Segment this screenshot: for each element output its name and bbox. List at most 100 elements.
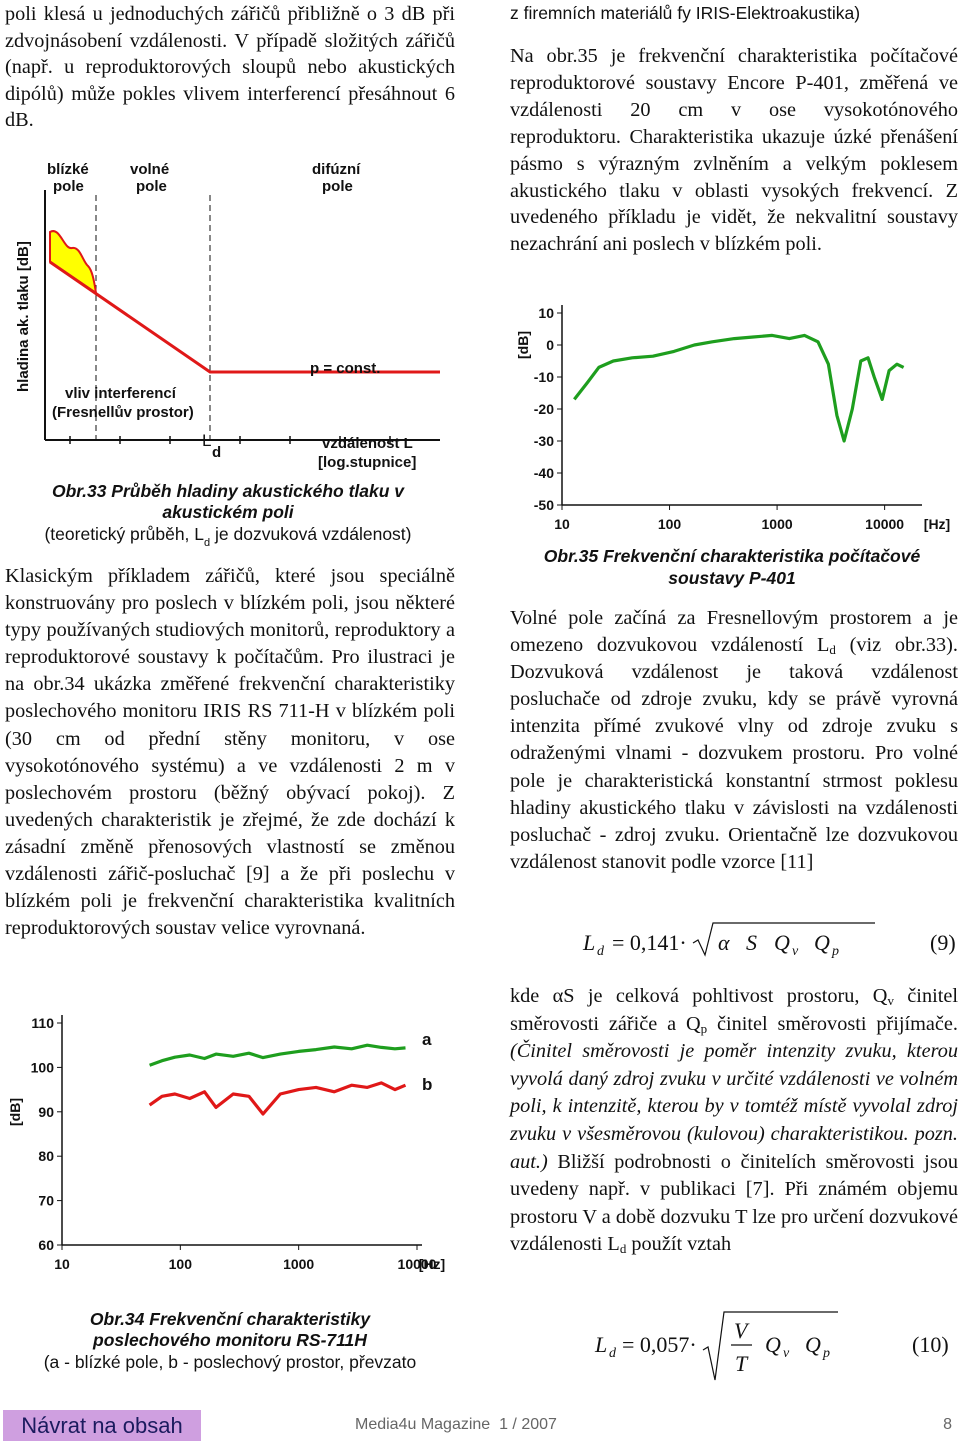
label: blízké [47,161,89,178]
label: pole [322,178,353,195]
y-tick-label: -50 [534,497,554,513]
data-line [573,333,905,443]
eq-subscript: p [831,944,839,959]
x-tick-label: 10000 [398,1256,437,1272]
x-axis-label: [log.stupnice] [318,454,416,471]
x-tick-label: 1000 [762,516,793,532]
x-tick-label: 10 [54,1256,70,1272]
eq-symbol: L [582,930,595,955]
x-tick-label: 100 [169,1256,193,1272]
back-link[interactable]: Návrat na obsah [3,1410,201,1441]
label: pole [53,178,84,195]
caption: Obr.35 Frekvenční charakteristika počíta… [544,546,921,566]
text-run: p [700,1020,708,1036]
equation-9: L d = 0,141· α S Q v Q p (9) [582,922,956,959]
y-axis-label: hladina ak. tlaku [dB] [15,241,32,392]
equation-10: L d = 0,057· V T Q v Q p (10) [594,1311,949,1381]
eq-symbol: T [735,1351,749,1376]
paragraph: kde αS je celková pohltivost prostoru, Q… [510,983,958,1259]
eq-symbol: S [746,930,757,955]
label: vliv interferencí [65,385,177,402]
sqrt-sign [692,922,875,957]
text-run: poli klesá u jednoduchých zářičů přibliž… [5,3,455,132]
label: L [202,431,211,450]
paragraph: Klasickým příkladem zářičů, které jsou s… [5,563,455,942]
eq-symbol: L [594,1332,607,1357]
label: difúzní [312,161,361,178]
text-run: d [829,642,836,658]
eq-subscript: v [792,944,799,959]
figure-34: Obr.34 Frekvenční charakteristiky poslec… [7,3,860,1372]
eq-subscript: d [597,944,605,959]
page-number: 8 [943,1416,952,1433]
y-tick-label: -40 [534,465,554,481]
x-axis-label: vzdálenost L [322,435,413,452]
text-run: použít vztah [626,1233,732,1256]
x-tick-label: 10 [554,516,570,532]
text-run: Bližší podrobnosti o činitelích směrovos… [510,1150,958,1256]
eq-symbol: Q [774,930,790,955]
y-axis-label: [dB] [7,1098,23,1126]
eq-number: (9) [930,930,956,955]
y-tick-label: 60 [38,1237,54,1253]
paragraph: poli klesá u jednoduchých zářičů přibliž… [5,1,455,134]
caption: Obr.34 Frekvenční charakteristiky [90,1309,371,1329]
text-run: d [204,537,210,549]
text-run: činitel směrovosti zářiče a Q [510,985,958,1035]
y-tick-label: 80 [38,1148,54,1164]
x-tick-label: 10000 [865,516,904,532]
legend-label: b [422,1075,432,1094]
data-line [149,1043,406,1067]
caption-note: (teoretický průběh, Ld je dozvuková vzdá… [44,524,411,549]
y-tick-label: 0 [546,337,554,353]
sqrt-sign [702,1311,838,1381]
text-run: (Činitel směrovosti je poměr intenzity z… [510,1040,958,1173]
text-run: kde αS je celková pohltivost prostoru, Q [510,985,888,1007]
eq-symbol: V [734,1318,750,1343]
text-run: v [887,993,894,1008]
caption: soustavy P-401 [668,568,795,588]
y-tick-label: -30 [534,433,554,449]
eq-number: (10) [912,1332,949,1357]
text-run: je dozvuková vzdálenost) [210,524,411,544]
data-line [148,1081,407,1116]
y-tick-label: 70 [38,1193,54,1209]
y-tick-label: 100 [31,1059,55,1075]
label: d [212,444,221,461]
caption: akustickém poli [162,502,294,522]
eq-subscript: d [609,1346,617,1361]
eq-symbol: Q [814,930,830,955]
text-run: (viz obr.33). Dozvuková vzdálenost je ta… [510,634,959,873]
label: volné [130,161,169,178]
caption-note: z firemních materiálů fy IRIS-Elektroaku… [510,3,860,23]
paragraph: Na obr.35 je frekvenční charakteristika … [510,43,958,258]
eq-subscript: v [783,1346,790,1361]
x-axis-unit: [Hz] [419,1256,445,1272]
y-tick-label: -10 [534,369,554,385]
y-axis-label: [dB] [515,331,531,359]
y-tick-label: 110 [31,1015,54,1031]
footer-magazine: Media4u Magazine 1 / 2007 [355,1416,557,1433]
y-tick-label: -20 [534,401,554,417]
figures: blízké pole volné pole difúzní pole hlad… [7,3,956,1381]
text-run: d [619,1241,627,1257]
interference-area [49,230,98,296]
y-tick-label: 90 [38,1104,54,1120]
label: pole [136,178,167,195]
text-run: Klasickým příkladem zářičů, které jsou s… [5,565,455,940]
caption: poslechového monitoru RS-711H [92,1330,367,1350]
x-tick-label: 1000 [283,1256,314,1272]
eq-symbol: Q [805,1332,821,1357]
level-curve [49,260,440,374]
figure-33: blízké pole volné pole difúzní pole hlad… [15,161,440,549]
x-tick-label: 100 [658,516,682,532]
axis-ticks [69,436,391,444]
text-run: (teoretický průběh, L [44,524,204,544]
text-run: činitel směrovosti přijímače. [707,1012,958,1035]
eq-coefficient: = 0,141· [612,930,687,955]
label: (Fresnellův prostor) [52,404,194,421]
eq-coefficient: = 0,057· [622,1332,697,1357]
eq-subscript: p [822,1346,830,1361]
text-run: Volné pole začíná za Fresnellovým prosto… [510,607,958,657]
